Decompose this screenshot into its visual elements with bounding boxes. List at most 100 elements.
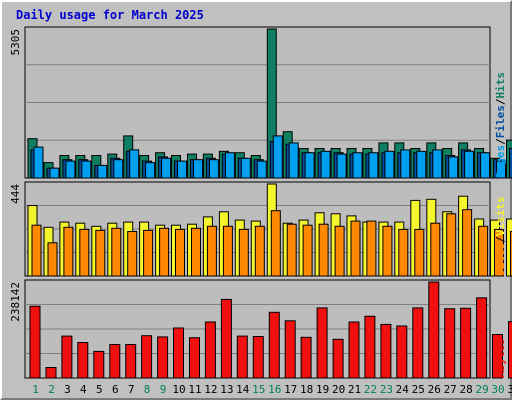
bar-pages-day-26 [432, 149, 443, 179]
bar-kbytes-day-10 [173, 327, 184, 379]
day-label-29: 29 [475, 383, 488, 396]
bar-pages-day-6 [113, 159, 124, 179]
bar-sites-day-22 [366, 220, 377, 277]
bar-sites-day-6 [111, 227, 122, 277]
day-label-3: 3 [64, 383, 71, 396]
bar-pages-day-16 [272, 135, 283, 179]
bar-sites-day-31 [510, 231, 512, 277]
legend-visits-sites: Sites/Visits [494, 197, 507, 277]
bar-kbytes-day-16 [268, 311, 280, 379]
bar-pages-day-4 [81, 160, 92, 179]
bar-kbytes-day-18 [300, 336, 312, 379]
bar-sites-day-18 [302, 224, 313, 277]
bar-sites-day-14 [238, 228, 249, 277]
bar-pages-day-23 [384, 150, 395, 179]
bar-sites-day-21 [350, 220, 361, 277]
bar-pages-day-5 [97, 164, 108, 179]
bar-kbytes-day-12 [204, 321, 216, 379]
bar-sites-day-1 [31, 224, 42, 277]
day-label-9: 9 [160, 383, 167, 396]
bar-kbytes-day-20 [332, 338, 344, 379]
bar-sites-day-2 [47, 242, 58, 277]
legend-hits: Hits [494, 72, 507, 99]
bar-pages-day-8 [145, 162, 156, 179]
bar-kbytes-day-3 [61, 335, 73, 379]
day-label-21: 21 [348, 383, 361, 396]
day-label-18: 18 [300, 383, 313, 396]
day-label-31: 31 [507, 383, 512, 396]
bar-sites-day-11 [191, 227, 201, 277]
bar-sites-day-10 [175, 228, 185, 277]
day-label-20: 20 [332, 383, 345, 396]
bar-pages-day-29 [480, 152, 491, 179]
y-max-label-visits-sites: 444 [9, 184, 22, 204]
bar-kbytes-day-26 [428, 281, 440, 379]
bar-kbytes-day-13 [220, 298, 232, 379]
bar-pages-day-24 [400, 149, 411, 179]
bar-kbytes-day-8 [141, 335, 153, 379]
day-label-25: 25 [412, 383, 425, 396]
bar-kbytes-day-2 [45, 367, 57, 379]
bar-sites-day-27 [446, 213, 457, 277]
bar-kbytes-day-21 [348, 321, 360, 379]
y-max-label-kbytes: 238142 [9, 282, 22, 322]
day-label-24: 24 [396, 383, 410, 396]
bar-sites-day-25 [414, 228, 425, 277]
day-label-4: 4 [80, 383, 87, 396]
bar-sites-day-12 [206, 225, 217, 277]
bar-kbytes-day-15 [252, 336, 264, 379]
bar-kbytes-day-7 [125, 344, 137, 379]
bar-files-day-31 [509, 148, 512, 179]
bar-kbytes-day-4 [77, 342, 89, 379]
y-max-label-hits-files-pages: 5305 [9, 29, 22, 56]
bar-kbytes-day-24 [396, 325, 408, 379]
bar-kbytes-day-23 [380, 323, 392, 379]
legend-files: Files [494, 105, 507, 138]
bar-pages-day-22 [368, 152, 379, 179]
day-label-10: 10 [172, 383, 185, 396]
day-label-1: 1 [32, 383, 39, 396]
day-label-5: 5 [96, 383, 103, 396]
bar-sites-day-20 [334, 225, 345, 277]
day-label-11: 11 [188, 383, 201, 396]
day-label-26: 26 [428, 383, 441, 396]
day-label-16: 16 [268, 383, 281, 396]
legend-separator: / [494, 138, 507, 145]
legend-visits: Visits [494, 197, 507, 237]
bar-kbytes-day-29 [476, 297, 488, 379]
bar-pages-day-27 [448, 156, 459, 179]
bar-sites-day-23 [382, 225, 393, 277]
day-label-17: 17 [284, 383, 297, 396]
bar-kbytes-day-30 [492, 334, 503, 379]
bar-sites-day-3 [63, 226, 74, 277]
bar-sites-day-9 [159, 227, 170, 277]
day-label-12: 12 [204, 383, 217, 396]
bar-sites-day-24 [398, 228, 409, 277]
legend-separator: / [494, 236, 507, 243]
day-label-30: 30 [491, 383, 504, 396]
bar-kbytes-day-11 [189, 337, 200, 379]
bar-kbytes-day-27 [444, 308, 456, 379]
bar-pages-day-17 [288, 142, 299, 179]
bar-pages-day-25 [416, 150, 427, 179]
bar-sites-day-29 [478, 225, 489, 277]
day-label-2: 2 [48, 383, 55, 396]
chart-title: Daily usage for March 2025 [16, 8, 204, 22]
legend-hits-files-pages: Pages/Files/Hits [494, 72, 507, 178]
day-label-27: 27 [444, 383, 457, 396]
bar-pages-day-10 [177, 160, 187, 179]
bar-kbytes-day-31 [508, 321, 512, 379]
bar-kbytes-day-19 [316, 307, 328, 379]
bar-sites-day-16 [270, 210, 281, 277]
bar-pages-day-13 [224, 152, 235, 179]
bar-kbytes-day-14 [236, 335, 248, 379]
legend-sites: Sites [494, 243, 507, 276]
bar-pages-day-7 [129, 149, 140, 179]
bar-pages-day-18 [304, 152, 315, 179]
bar-pages-day-1 [33, 146, 44, 179]
day-label-8: 8 [144, 383, 151, 396]
bar-kbytes-day-22 [364, 315, 376, 379]
legend-kbytes: KBytes [494, 338, 507, 378]
bar-sites-day-28 [462, 209, 473, 277]
